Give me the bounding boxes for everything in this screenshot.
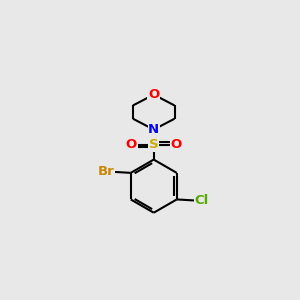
Text: S: S [149, 138, 159, 151]
Text: O: O [148, 88, 159, 101]
Text: Br: Br [98, 165, 114, 178]
Text: O: O [170, 138, 182, 151]
Text: Cl: Cl [194, 194, 208, 207]
Text: O: O [126, 138, 137, 151]
Text: N: N [148, 123, 159, 136]
